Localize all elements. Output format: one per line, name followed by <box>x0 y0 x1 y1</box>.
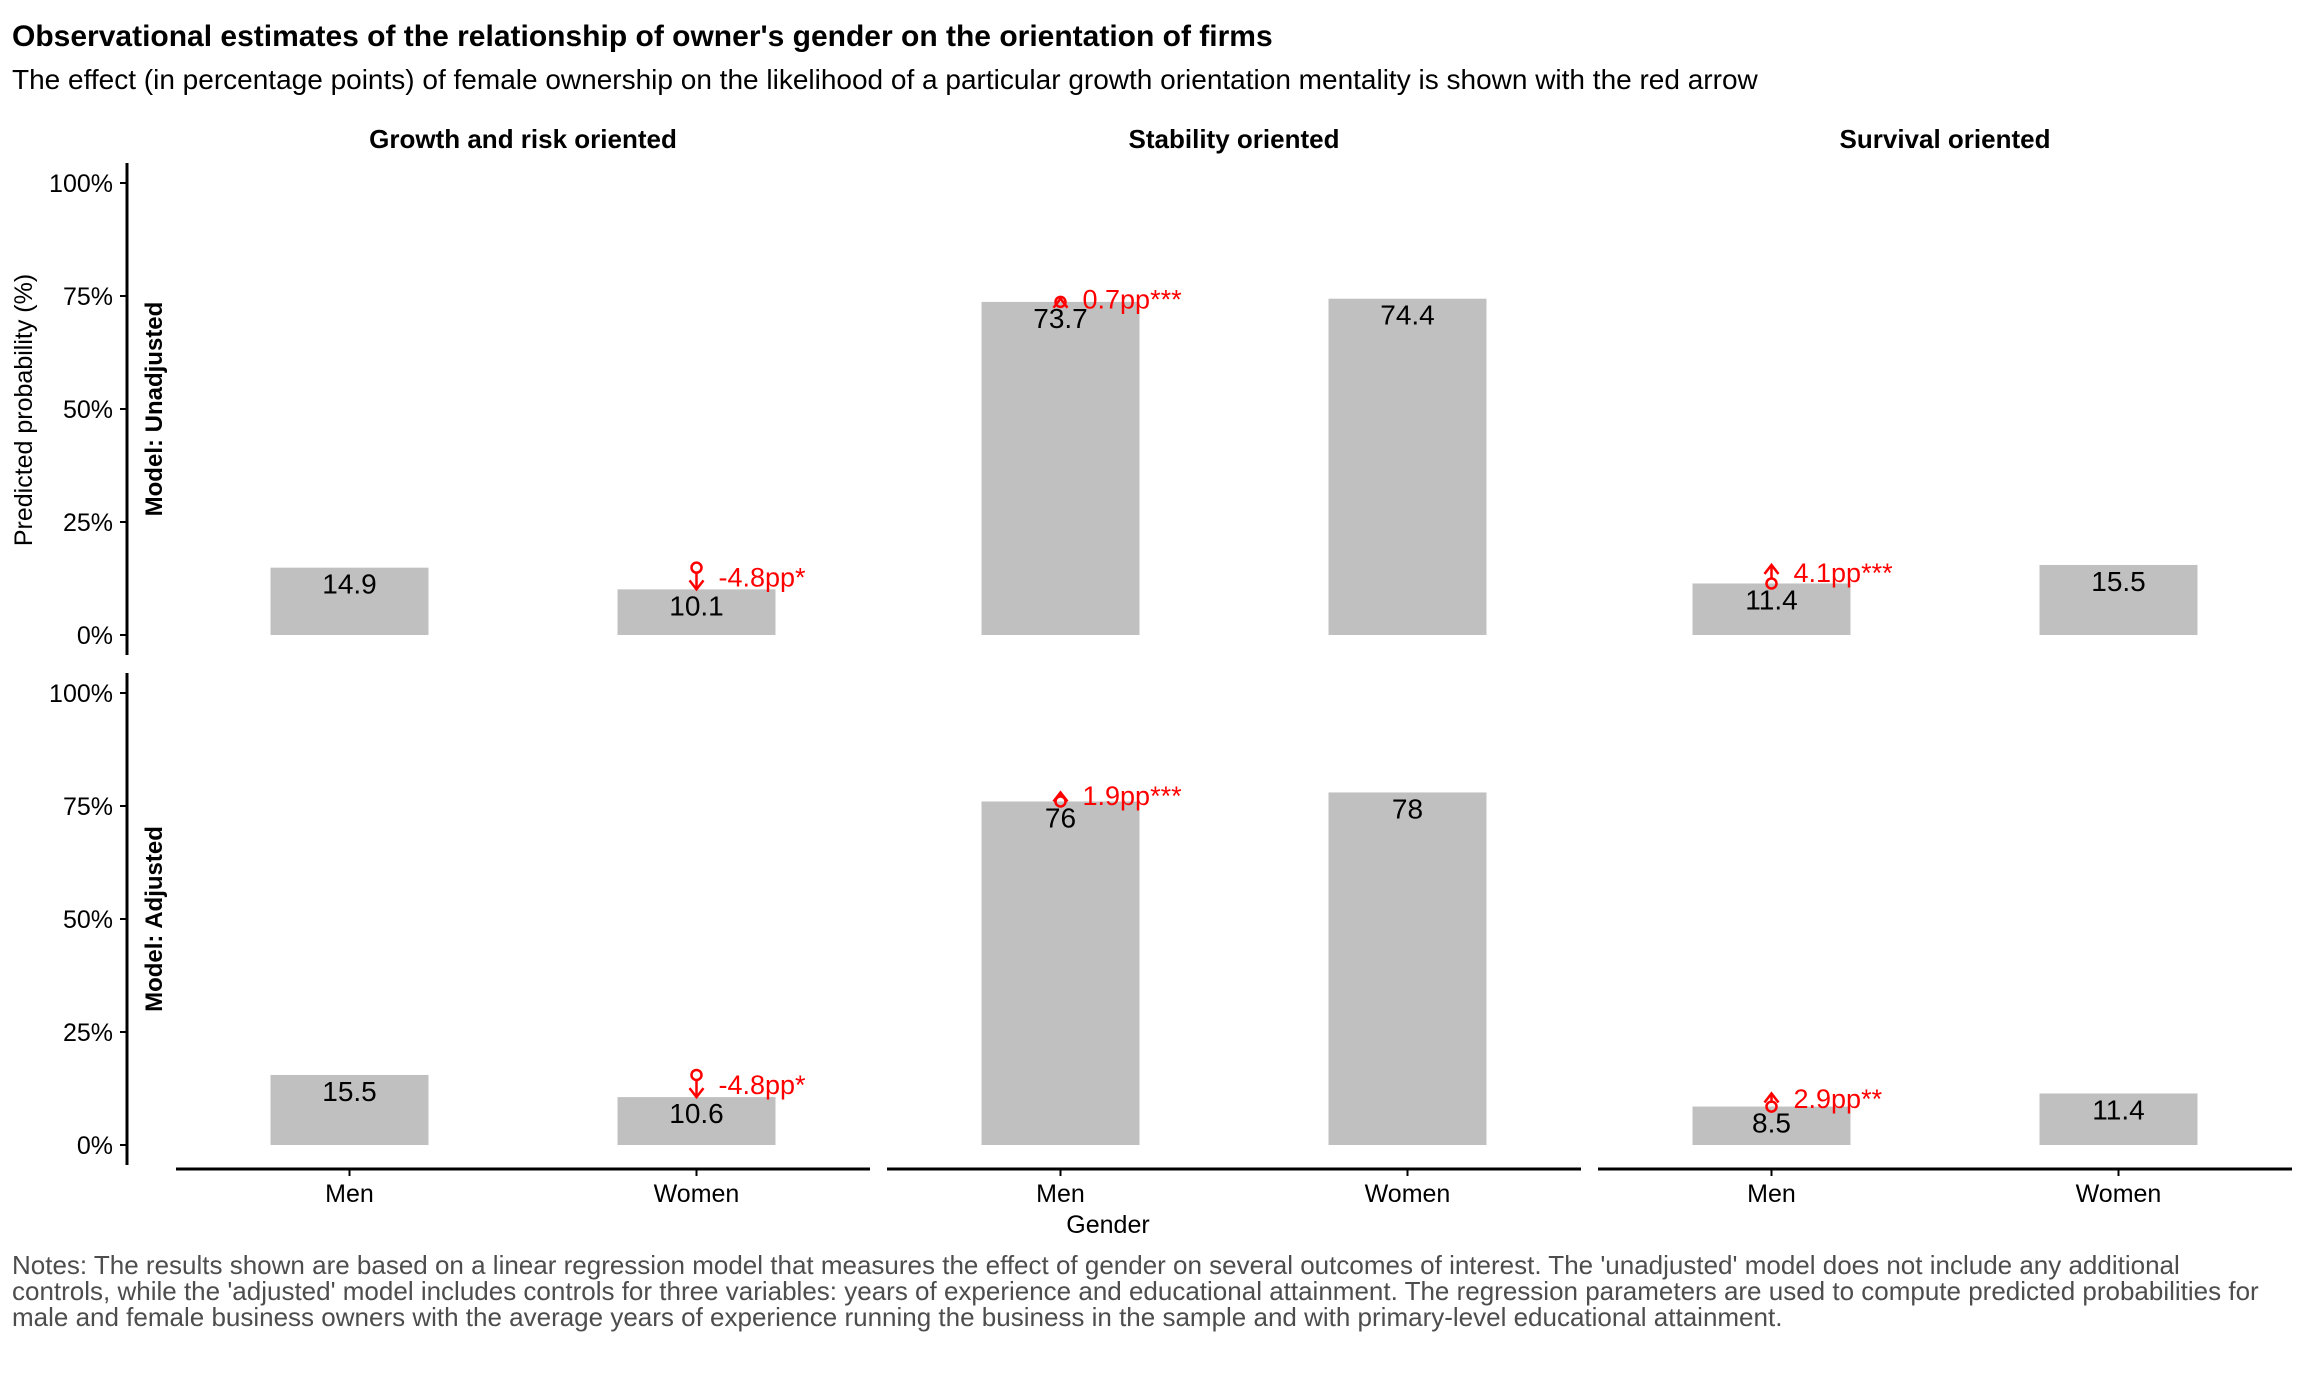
facet-title: Growth and risk oriented <box>369 124 677 154</box>
effect-arrow-head <box>1763 562 1780 575</box>
bar-value-label: 10.6 <box>669 1098 724 1129</box>
bar <box>1328 792 1487 1145</box>
effect-arrow-head <box>1052 790 1069 803</box>
y-tick-label: 100% <box>49 680 113 708</box>
bar-value-label: 15.5 <box>322 1076 377 1107</box>
bar <box>1692 583 1851 635</box>
x-tick-label: Men <box>1747 1180 1796 1208</box>
bar <box>270 567 429 635</box>
effect-label: 0.7pp*** <box>1083 284 1183 314</box>
effect-label: 1.9pp*** <box>1083 781 1183 811</box>
facet-title: Survival oriented <box>1840 124 2051 154</box>
x-tick-label: Men <box>1036 1180 1085 1208</box>
facet-row-label: Model: Unadjusted <box>141 302 168 517</box>
facet-row-label: Model: Adjusted <box>141 826 168 1012</box>
effect-label: -4.8pp* <box>719 1070 807 1100</box>
y-tick-label: 50% <box>63 906 113 934</box>
bar-value-label: 11.4 <box>2092 1094 2144 1125</box>
bar <box>1692 1106 1851 1145</box>
effect-label: 4.1pp*** <box>1794 558 1894 588</box>
effect-label: -4.8pp* <box>719 563 807 593</box>
y-tick-label: 0% <box>77 622 113 650</box>
y-tick-label: 50% <box>63 396 113 424</box>
faceted-bar-chart: Growth and risk oriented Stability orient… <box>10 124 2292 1239</box>
bar <box>617 589 776 635</box>
x-tick-label: Women <box>1365 1180 1451 1208</box>
bar <box>1328 298 1487 635</box>
x-tick-label: Men <box>325 1180 374 1208</box>
bar-value-label: 78 <box>1392 793 1423 824</box>
y-tick-label: 75% <box>63 283 113 311</box>
bar <box>2039 564 2198 635</box>
y-tick-label: 25% <box>63 509 113 537</box>
x-tick-label: Women <box>654 1180 740 1208</box>
y-tick-label: 75% <box>63 793 113 821</box>
y-tick-label: 0% <box>77 1132 113 1160</box>
effect-origin-marker <box>690 561 703 574</box>
effect-origin-marker <box>690 1068 703 1082</box>
x-tick-label: Women <box>2076 1180 2162 1208</box>
bar <box>2039 1093 2198 1145</box>
x-axis-title: Gender <box>1066 1211 1149 1239</box>
chart-title: Observational estimates of the relations… <box>12 20 1273 53</box>
effect-arrow-head <box>1052 296 1069 309</box>
chart-subtitle: The effect (in percentage points) of fem… <box>12 64 1758 95</box>
bar <box>270 1074 429 1145</box>
bar-value-label: 14.9 <box>322 569 377 600</box>
bar-value-label: 74.4 <box>1380 300 1435 331</box>
y-tick-label: 25% <box>63 1019 113 1047</box>
effect-arrow-head <box>688 1087 705 1100</box>
effect-arrow-head <box>688 579 705 592</box>
y-axis-title: Predicted probability (%) <box>10 274 38 546</box>
facet-title: Stability oriented <box>1129 124 1340 154</box>
bar-value-label: 15.5 <box>2091 566 2146 597</box>
bar <box>617 1097 776 1145</box>
bar <box>981 301 1140 635</box>
bar <box>981 801 1140 1145</box>
effect-arrow-head <box>1763 1091 1780 1104</box>
bar-value-label: 10.1 <box>669 590 724 621</box>
effect-label: 2.9pp** <box>1794 1084 1883 1114</box>
y-tick-label: 100% <box>49 170 113 198</box>
chart-notes: Notes: The results shown are based on a … <box>12 1250 2259 1332</box>
